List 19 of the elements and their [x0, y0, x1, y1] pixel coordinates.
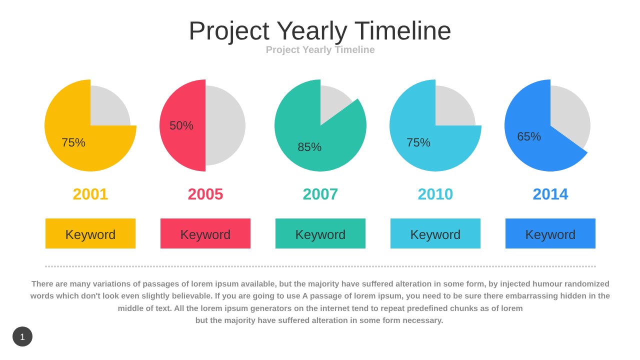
text: Project Yearly Timeline [266, 45, 376, 56]
text: 2007 [302, 186, 338, 204]
text: 2005 [188, 186, 224, 204]
text: Keyword [65, 227, 116, 242]
text: 1 [20, 332, 26, 342]
data-label: 75% [406, 135, 431, 150]
data-label: 85% [298, 140, 322, 154]
text: 2010 [418, 186, 454, 204]
text: 2001 [72, 186, 108, 204]
text: There are many variations of passages of lorem ipsum available, but the majority have suffered alteration in some form, by injected humour randomized words which don't look even slightly believable. If you are going to use A passage of lorem ipsum, you need to be sure there embarrassing hidden in the middle of text. All the lorem ipsum generators on the internet tend to repeat predefined chunks as of lorem but the majority have suffered alteration in some form necessary. [29, 280, 611, 325]
data-label: 50% [169, 118, 194, 132]
text: 2014 [532, 186, 568, 204]
data-label: 75% [62, 135, 86, 150]
text: Keyword [410, 227, 461, 242]
text: Keyword [180, 227, 231, 242]
text: Project Yearly Timeline [188, 16, 452, 46]
text: Keyword [295, 227, 346, 242]
text: Keyword [525, 227, 576, 242]
data-label: 65% [517, 129, 542, 144]
